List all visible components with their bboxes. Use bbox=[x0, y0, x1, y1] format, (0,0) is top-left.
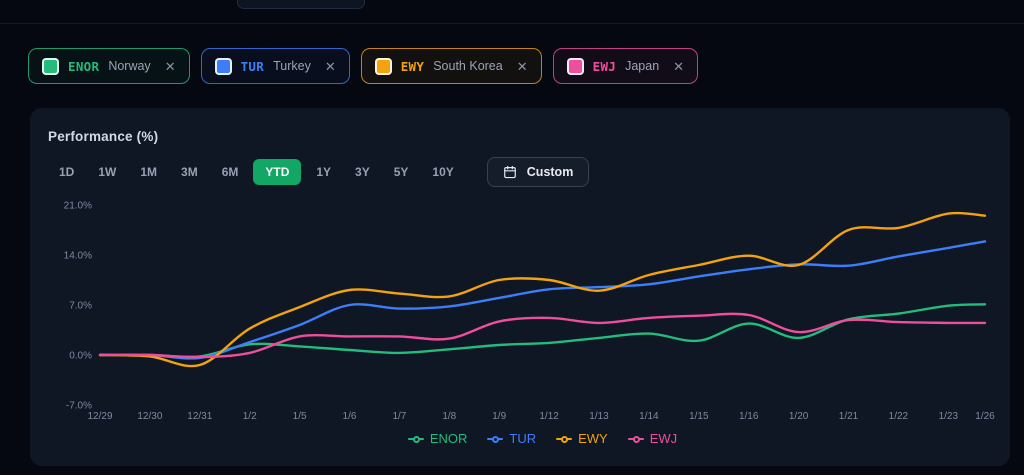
x-axis-tick-label: 1/16 bbox=[739, 411, 759, 422]
legend-line-dot-icon bbox=[627, 435, 644, 443]
color-swatch-icon bbox=[566, 57, 584, 75]
y-axis-tick-label: 7.0% bbox=[69, 301, 92, 312]
x-axis-tick-label: 12/31 bbox=[187, 411, 212, 422]
range-button-1d[interactable]: 1D bbox=[59, 165, 75, 179]
top-toolbar-control-partial[interactable] bbox=[237, 0, 365, 9]
x-axis-tick-label: 12/30 bbox=[137, 411, 162, 422]
chip-country-label: Norway bbox=[108, 59, 151, 73]
x-axis-tick-label: 1/21 bbox=[839, 411, 859, 422]
x-axis-tick-label: 1/22 bbox=[889, 411, 909, 422]
x-axis-tick-label: 1/20 bbox=[789, 411, 809, 422]
legend-label: ENOR bbox=[429, 431, 468, 446]
legend-label: EWJ bbox=[649, 431, 678, 446]
x-axis-tick-label: 1/9 bbox=[492, 411, 506, 422]
color-swatch-icon bbox=[374, 57, 392, 75]
performance-chart[interactable]: 21.0% 14.0% 7.0% 0.0% -7.0%12/29 12/30 12/31 1/… bbox=[30, 108, 1010, 466]
x-axis-tick-label: 1/26 bbox=[975, 411, 995, 422]
range-button-1y[interactable]: 1Y bbox=[316, 165, 332, 179]
chip-ticker-label: ENOR bbox=[68, 58, 100, 74]
calendar-icon bbox=[503, 165, 516, 179]
chip-country-label: Turkey bbox=[273, 59, 311, 73]
x-axis-tick-label: 1/13 bbox=[589, 411, 609, 422]
custom-range-label: Custom bbox=[526, 165, 574, 179]
watchlist-chip-row: ENOR Norway ✕ TUR Turkey ✕ EWY South Korea ✕ EWJ J… bbox=[28, 48, 699, 84]
legend-item-enor[interactable]: ENOR bbox=[407, 431, 468, 446]
legend-line-dot-icon bbox=[487, 435, 504, 443]
card-title: Performance (%) bbox=[48, 129, 159, 144]
chip-ticker-label: TUR bbox=[240, 58, 265, 74]
legend-line-dot-icon bbox=[556, 435, 573, 443]
remove-ticker-icon[interactable]: ✕ bbox=[164, 58, 176, 74]
x-axis-tick-label: 12/29 bbox=[87, 411, 112, 422]
custom-range-button[interactable]: Custom bbox=[486, 157, 590, 187]
x-axis-tick-label: 1/2 bbox=[243, 411, 257, 422]
chart-legend: ENOR TUR EWY EWJ bbox=[100, 431, 985, 446]
chip-country-label: South Korea bbox=[433, 59, 503, 73]
color-swatch-icon bbox=[42, 57, 59, 75]
chip-ticker-label: EWJ bbox=[592, 58, 617, 74]
chip-country-label: Japan bbox=[625, 59, 660, 73]
range-button-10y[interactable]: 10Y bbox=[432, 165, 454, 179]
range-button-6m[interactable]: 6M bbox=[221, 165, 239, 179]
legend-label: TUR bbox=[509, 431, 537, 446]
legend-item-tur[interactable]: TUR bbox=[487, 431, 536, 446]
series-line-ewj bbox=[98, 312, 987, 359]
legend-dot-icon bbox=[492, 435, 500, 443]
legend-dot-icon bbox=[412, 435, 420, 443]
range-button-3y[interactable]: 3Y bbox=[355, 165, 370, 179]
legend-label: EWY bbox=[578, 431, 608, 446]
y-axis-tick-label: 14.0% bbox=[64, 251, 92, 262]
legend-dot-icon bbox=[561, 435, 569, 443]
chip-ticker-label: EWY bbox=[400, 58, 425, 74]
ticker-chip-ewj[interactable]: EWJ Japan ✕ bbox=[552, 48, 699, 84]
x-axis-tick-label: 1/12 bbox=[539, 411, 559, 422]
legend-line-dot-icon bbox=[407, 435, 424, 443]
remove-ticker-icon[interactable]: ✕ bbox=[673, 58, 685, 74]
x-axis-tick-label: 1/6 bbox=[343, 411, 357, 422]
x-axis-tick-label: 1/8 bbox=[442, 411, 456, 422]
ticker-chip-tur[interactable]: TUR Turkey ✕ bbox=[200, 48, 350, 84]
header-divider bbox=[0, 23, 1024, 24]
series-line-ewy bbox=[98, 211, 987, 368]
ticker-chip-ewy[interactable]: EWY South Korea ✕ bbox=[360, 48, 542, 84]
ticker-chip-enor[interactable]: ENOR Norway ✕ bbox=[28, 48, 190, 84]
y-axis-tick-label: 21.0% bbox=[64, 201, 92, 212]
legend-item-ewj[interactable]: EWJ bbox=[627, 431, 678, 446]
x-axis-tick-label: 1/14 bbox=[639, 411, 659, 422]
time-range-selector: 1D 1W 1M 3M 6M YTD 1Y 3Y 5Y 10Y Custom bbox=[50, 157, 590, 187]
x-axis-tick-label: 1/7 bbox=[392, 411, 406, 422]
x-axis-tick-label: 1/23 bbox=[939, 411, 959, 422]
x-axis-tick-label: 1/15 bbox=[689, 411, 709, 422]
remove-ticker-icon[interactable]: ✕ bbox=[516, 58, 528, 74]
x-axis-tick-label: 1/5 bbox=[293, 411, 307, 422]
range-button-ytd[interactable]: YTD bbox=[253, 159, 302, 185]
range-button-5y[interactable]: 5Y bbox=[393, 165, 409, 179]
series-line-tur bbox=[98, 240, 987, 360]
color-swatch-icon bbox=[214, 57, 232, 75]
range-button-1w[interactable]: 1W bbox=[98, 165, 117, 179]
y-axis-tick-label: -7.0% bbox=[66, 401, 92, 412]
performance-card: Performance (%) 1D 1W 1M 3M 6M YTD 1Y 3Y 5Y 10Y C… bbox=[30, 108, 1010, 466]
range-button-3m[interactable]: 3M bbox=[181, 165, 198, 179]
y-axis-tick-label: 0.0% bbox=[69, 351, 92, 362]
remove-ticker-icon[interactable]: ✕ bbox=[324, 58, 336, 74]
range-button-1m[interactable]: 1M bbox=[140, 165, 158, 179]
legend-item-ewy[interactable]: EWY bbox=[556, 431, 608, 446]
legend-dot-icon bbox=[632, 435, 640, 443]
